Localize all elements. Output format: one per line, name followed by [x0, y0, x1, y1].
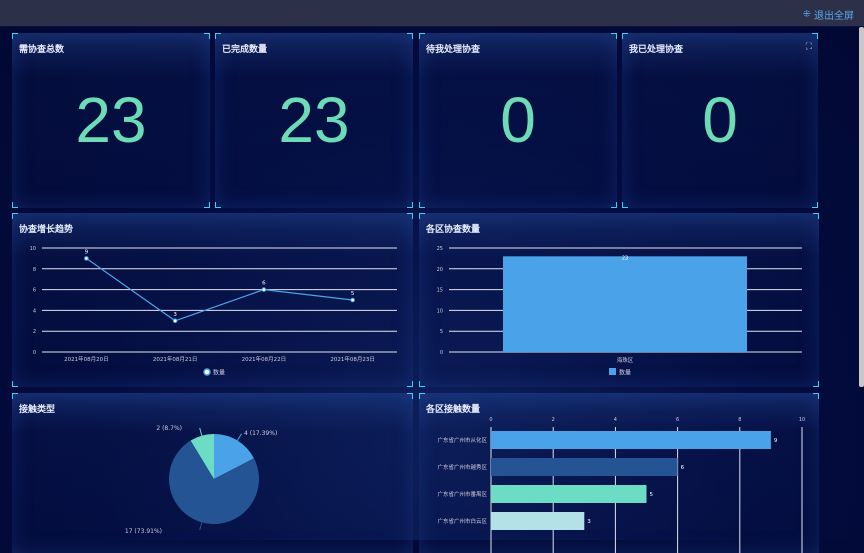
stat-card: 待我处理协查 0 — [419, 33, 617, 208]
top-bar: ⁜ 退出全屏 — [0, 0, 864, 27]
horizontal-bar-chart: 0 2 4 6 8 10 9 广东省广州市从化区 6 广东省广州市越秀区 5 广东省广州市番禺区 3 广东… — [437, 417, 805, 553]
stat-value: 23 — [278, 84, 350, 156]
x-tick-label: 2021年08月21日 — [153, 355, 198, 363]
stat-title: 已完成数量 — [222, 45, 268, 55]
y-tick-label: 广东省广州市番禺区 — [437, 490, 487, 498]
x-tick-label: 10 — [799, 417, 805, 423]
y-tick-label: 广东省广州市白云区 — [437, 517, 487, 525]
pie-slice — [190, 434, 214, 479]
legend-marker — [609, 368, 616, 375]
stat-card: 已完成数量 23 — [215, 33, 413, 208]
data-point — [84, 256, 89, 261]
stat-value: 23 — [75, 84, 147, 156]
x-tick-label: 6 — [676, 417, 679, 423]
panel-trend: 协查增长趋势 0 2 4 6 8 10 2021年08月20日 2021年08月21日 2021… — [12, 213, 413, 387]
y-tick-label: 广东省广州市越秀区 — [437, 463, 487, 471]
slice-label: 4 (17.39%) — [244, 430, 277, 437]
label-line — [199, 427, 203, 436]
exit-fullscreen-button[interactable]: ⁜ 退出全屏 — [803, 7, 854, 22]
stat-card: 我已处理协查 0 ⛶ — [622, 33, 818, 208]
data-label: 3 — [587, 519, 591, 525]
stat-value: 0 — [702, 84, 738, 156]
x-tick-label: 2 — [552, 417, 555, 423]
bar — [491, 512, 585, 530]
series-line — [86, 257, 353, 322]
data-point — [261, 287, 267, 292]
x-tick-label: 2021年08月22日 — [242, 355, 287, 363]
x-tick-label: 2021年08月23日 — [330, 355, 375, 363]
label-line — [236, 433, 242, 441]
exit-fullscreen-label: 退出全屏 — [814, 11, 854, 22]
panel-contact-type: 接触类型 4 (17.39%) 17 (73.91%) 2 (8.7%) — [12, 393, 413, 553]
line-chart: 0 2 4 6 8 10 2021年08月20日 2021年08月21日 2021年08月22日… — [30, 246, 397, 377]
legend-marker — [203, 368, 211, 376]
y-tick-label: 10 — [437, 308, 443, 314]
y-tick-label: 15 — [437, 288, 443, 294]
panel-district-count: 各区协查数量 0 5 10 15 20 25 23 海珠区数量 — [419, 213, 819, 387]
y-tick-label: 20 — [437, 267, 443, 273]
panel-title: 协查增长趋势 — [19, 225, 74, 235]
bar — [491, 458, 678, 476]
label-line — [199, 522, 203, 531]
pie-slice — [169, 440, 259, 524]
stat-title: 我已处理协查 — [629, 45, 684, 55]
data-label: 6 — [262, 281, 266, 287]
y-tick-label: 0 — [33, 350, 36, 356]
y-tick-label: 25 — [437, 246, 443, 252]
stat-title: 需协查总数 — [19, 45, 65, 55]
legend-label: 数量 — [619, 369, 631, 377]
stat-value: 0 — [500, 84, 536, 156]
y-tick-label: 广东省广州市从化区 — [437, 436, 487, 444]
y-tick-label: 5 — [440, 329, 443, 335]
stat-title: 待我处理协查 — [426, 45, 481, 55]
panel-district-contact: 各区接触数量 0 2 4 6 8 10 9 广东省广州市从化区 6 广东省广州市越秀区 5 广东省广州… — [419, 393, 819, 553]
data-label: 5 — [351, 291, 355, 297]
bar — [491, 485, 647, 503]
y-tick-label: 0 — [440, 350, 443, 356]
data-point — [172, 318, 178, 324]
data-label: 9 — [85, 249, 89, 255]
x-tick-label: 海珠区 — [617, 356, 634, 364]
y-tick-label: 6 — [33, 288, 36, 294]
bar — [503, 256, 747, 352]
pie-chart: 4 (17.39%) 17 (73.91%) 2 (8.7%) — [125, 425, 277, 535]
bar — [491, 431, 771, 449]
panel-title: 各区接触数量 — [426, 405, 481, 415]
scrollbar[interactable] — [859, 27, 864, 387]
x-tick-label: 2021年08月20日 — [64, 355, 109, 363]
slice-label: 17 (73.91%) — [125, 528, 162, 535]
data-label: 23 — [622, 255, 628, 261]
stat-card: 需协查总数 23 — [12, 33, 210, 208]
y-tick-label: 10 — [30, 246, 36, 252]
y-tick-label: 8 — [33, 267, 36, 273]
data-label: 6 — [681, 465, 685, 471]
panel-title: 接触类型 — [19, 405, 56, 415]
fullscreen-icon[interactable]: ⛶ — [805, 42, 812, 52]
y-tick-label: 4 — [33, 308, 36, 314]
x-tick-label: 8 — [738, 417, 741, 423]
data-label: 5 — [650, 492, 654, 498]
data-label: 9 — [774, 438, 778, 444]
slice-label: 2 (8.7%) — [156, 425, 182, 432]
panel-title: 各区协查数量 — [426, 225, 481, 235]
pie-slice — [214, 434, 254, 479]
x-tick-label: 4 — [614, 417, 617, 423]
legend-label: 数量 — [213, 369, 225, 377]
data-point — [350, 297, 355, 303]
data-label: 3 — [173, 312, 177, 318]
x-tick-label: 0 — [489, 417, 492, 423]
exit-fullscreen-icon: ⁜ — [802, 9, 811, 20]
y-tick-label: 2 — [33, 329, 36, 335]
